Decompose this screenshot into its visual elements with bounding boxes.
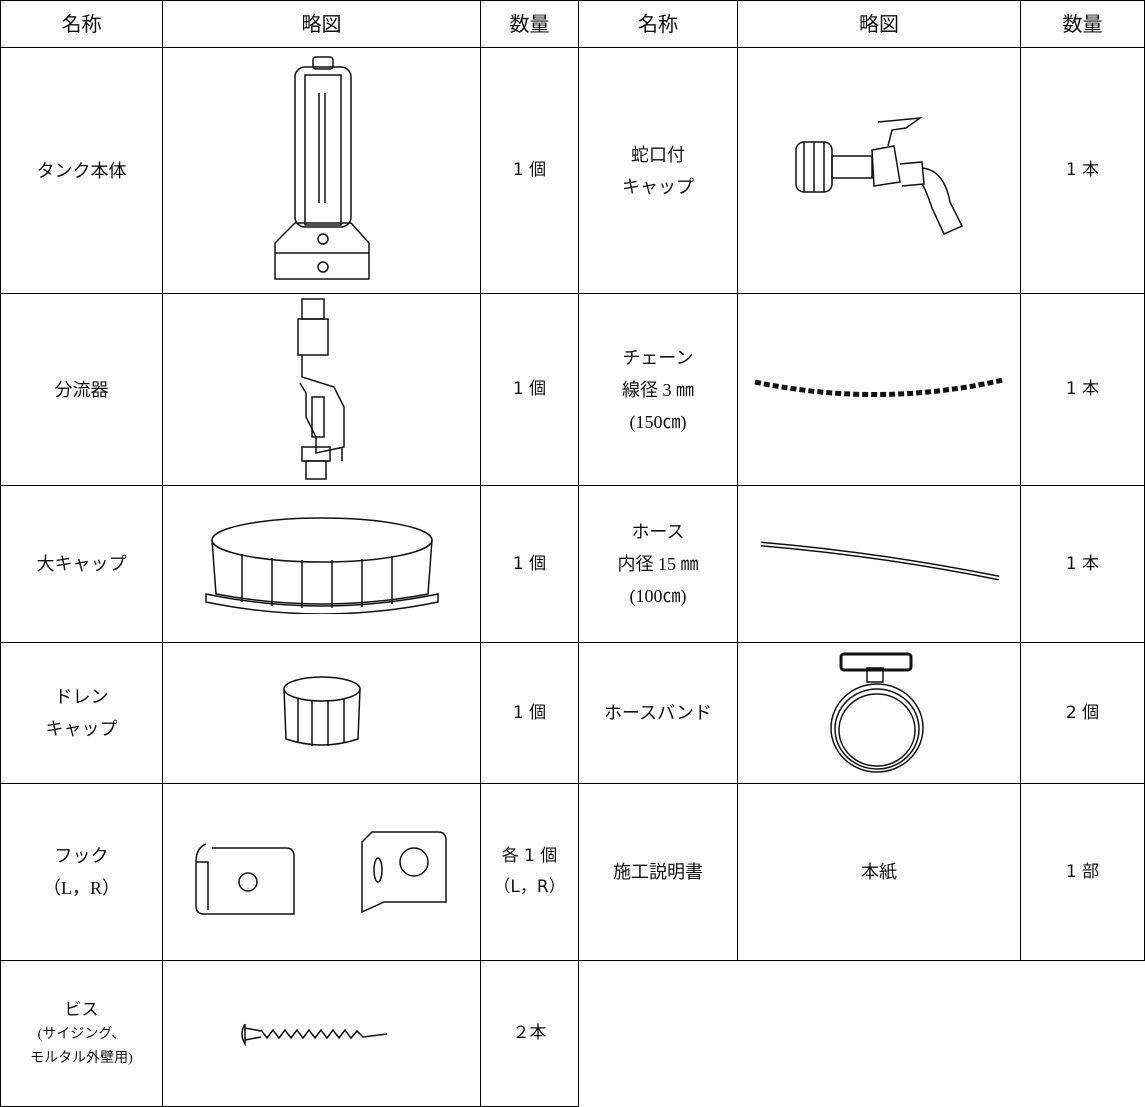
- header-row: 名称 略図 数量 名称 略図 数量: [0, 0, 1145, 48]
- name-cell: ドレン キャップ: [0, 642, 163, 784]
- qty: 各 1 個: [501, 846, 558, 866]
- name: 内径 15 ㎜: [617, 554, 699, 574]
- qty: 1 本: [1065, 160, 1100, 180]
- qty-cell: 1 個: [480, 642, 579, 784]
- qty: （L，R）: [493, 877, 566, 897]
- name: キャップ: [45, 719, 118, 739]
- sketch-cell: [737, 485, 1021, 643]
- name-cell: 分流器: [0, 293, 163, 486]
- sketch-cell: [737, 642, 1021, 784]
- qty-cell: 2 個: [1020, 642, 1145, 784]
- hose-band-sketch: [830, 652, 924, 773]
- header-cell: 数量: [480, 0, 579, 48]
- splitter-sketch: [296, 297, 345, 480]
- sketch-cell: [737, 293, 1021, 486]
- name-cell: ホース内径 15 ㎜ (100㎝): [578, 485, 738, 643]
- name: フック: [54, 846, 109, 866]
- header-cell: 略図: [162, 0, 481, 48]
- chain-sketch: [754, 377, 1004, 397]
- header-cell: 名称: [0, 0, 163, 48]
- name: ホースバンド: [604, 703, 712, 723]
- name-cell: 施工説明書: [578, 783, 738, 961]
- name: 分流器: [54, 379, 109, 400]
- qty-cell: 1 個: [480, 293, 579, 486]
- qty-cell: 1 個: [480, 47, 579, 294]
- name: モルタル外壁用): [30, 1051, 133, 1066]
- name: チェーン: [622, 347, 694, 368]
- qty-cell: 各 1 個 （L，R）: [480, 783, 579, 961]
- sketch-cell: [162, 47, 481, 294]
- name: 施工説明書: [613, 862, 703, 882]
- qty: ２本: [512, 1023, 547, 1043]
- hook-sketch: [194, 831, 447, 915]
- name: 大キャップ: [36, 554, 127, 574]
- qty: 1 個: [512, 379, 547, 399]
- qty: 1 本: [1065, 553, 1100, 574]
- qty: 1 本: [1065, 379, 1100, 399]
- hose-sketch: [760, 541, 1000, 581]
- sketch-cell: [162, 960, 481, 1107]
- name-cell: タンク本体: [0, 47, 163, 294]
- name-cell: ビス (サイジング、 モルタル外壁用): [0, 960, 163, 1107]
- row: ビス (サイジング、 モルタル外壁用) ２本: [0, 960, 1145, 1107]
- name: タンク本体: [36, 160, 127, 181]
- name: （L，R）: [42, 878, 120, 898]
- header-cell: 名称: [578, 0, 738, 48]
- name-cell: フック （L，R）: [0, 783, 163, 961]
- tank-sketch: [273, 55, 370, 280]
- header-cell: 数量: [1020, 0, 1145, 48]
- name-cell: 蛇口付 キャップ: [578, 47, 738, 294]
- name: ホース: [631, 522, 685, 542]
- screw-sketch: [240, 1023, 387, 1047]
- row: ドレンキャップ 1 個 ホースバンド 2 個: [0, 642, 1145, 784]
- faucet-sketch: [795, 116, 964, 235]
- name: キャップ: [622, 176, 694, 197]
- row: 大キャップ 1 個 ホース内径 15 ㎜ (100㎝) 1 本: [0, 485, 1145, 643]
- row: フック （L，R） 各 1 個 （L，R） 施工説明書 本紙 1 部: [0, 783, 1145, 961]
- qty-cell: 1 本: [1020, 293, 1145, 486]
- qty: 1 部: [1065, 861, 1100, 882]
- sketch-cell: [162, 783, 481, 961]
- name: (サイジング、: [37, 1027, 126, 1042]
- qty-cell: 1 本: [1020, 47, 1145, 294]
- name-cell: チェーン線径 3 ㎜ (150㎝): [578, 293, 738, 486]
- row: タンク本体 1 個 蛇口付キャップ 1 本: [0, 47, 1145, 294]
- empty-cell: [578, 960, 1145, 1107]
- row: 分流器 1 個 チェーン線径 3 ㎜ (150㎝) 1 本: [0, 293, 1145, 486]
- name-cell: ホースバンド: [578, 642, 738, 784]
- sketch-text: 本紙: [861, 862, 897, 882]
- name: ビス: [64, 1000, 99, 1019]
- qty-cell: 1 個: [480, 485, 579, 643]
- name-cell: 大キャップ: [0, 485, 163, 643]
- name: 蛇口付: [631, 144, 685, 165]
- sketch-cell: 本紙: [737, 783, 1021, 961]
- name: (100㎝): [629, 586, 687, 606]
- sketch-cell: [162, 293, 481, 486]
- sketch-cell: [737, 47, 1021, 294]
- big-cap-sketch: [204, 517, 439, 614]
- qty: 2 個: [1065, 702, 1100, 723]
- qty-cell: ２本: [480, 960, 579, 1107]
- qty: 1 個: [512, 553, 547, 574]
- qty: 1 個: [512, 702, 547, 723]
- qty-cell: 1 部: [1020, 783, 1145, 961]
- sketch-cell: [162, 485, 481, 643]
- sketch-cell: [162, 642, 481, 784]
- drain-cap-sketch: [282, 676, 361, 746]
- name: (150㎝): [629, 411, 687, 432]
- qty: 1 個: [512, 160, 547, 180]
- header-cell: 略図: [737, 0, 1021, 48]
- qty-cell: 1 本: [1020, 485, 1145, 643]
- name: 線径 3 ㎜: [622, 379, 694, 400]
- name: ドレン: [54, 687, 109, 707]
